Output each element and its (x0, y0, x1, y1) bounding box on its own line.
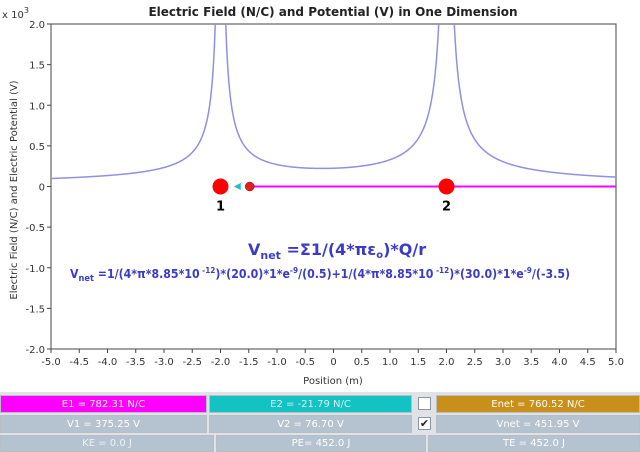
y-tick-label: 0.5 (29, 142, 45, 153)
y-tick-label: -0.5 (25, 223, 45, 234)
x-ticks: -5.0 -4.5 -4.0 -3.5 -3.0 -2.5 -2.0 -1.5 -1.0 -0.5… (41, 349, 624, 368)
plot-area: Electric Field (N/C) and Potential (V) i… (2, 5, 624, 387)
x-tick-label: -4.5 (69, 357, 89, 368)
control-panel: E1 = 782.31 N/C E2 = -21.79 N/C Enet = 7… (0, 392, 640, 452)
y-tick-label: 2.0 (29, 20, 45, 31)
pe-readout: PE= 452.0 J (216, 435, 426, 452)
y-ticks: 2.0 1.5 1.0 0.5 0 -0.5 -1.0 -1.5 -2.0 (25, 20, 51, 356)
x-tick-label: 0.5 (354, 357, 370, 368)
x-tick-label: 3.0 (495, 357, 511, 368)
specific-equation: Vnet =1/(4*π*8.85*10 -12)*(20.0)*1*e-9/(… (70, 266, 570, 284)
x-tick-label: 2.5 (467, 357, 483, 368)
enet-readout: Enet = 760.52 N/C (436, 395, 640, 413)
x-tick-label: 3.5 (523, 357, 539, 368)
x-tick-label: -3.5 (126, 357, 146, 368)
charge-1[interactable] (212, 178, 229, 195)
x-tick-label: 1.5 (410, 357, 426, 368)
v2-checkbox[interactable]: ✔ (418, 417, 431, 430)
charge-2[interactable] (438, 178, 455, 195)
y-tick-label: -1.0 (25, 264, 45, 275)
ke-readout: KE = 0.0 J (0, 435, 214, 452)
y-tick-label: 1.5 (29, 61, 45, 72)
x-axis-label: Position (m) (303, 376, 363, 387)
x-tick-label: 4.5 (580, 357, 596, 368)
y-tick-label: -1.5 (25, 304, 45, 315)
potential-curve (51, 24, 616, 180)
te-readout: TE = 452.0 J (428, 435, 640, 452)
y-axis-label: Electric Field (N/C) and Electric Potent… (9, 80, 20, 299)
x-tick-label: -5.0 (41, 357, 61, 368)
test-charge[interactable] (245, 181, 255, 192)
charge-2-label: 2 (442, 200, 451, 215)
x-tick-label: 5.0 (608, 357, 624, 368)
x-tick-label: -1.0 (267, 357, 287, 368)
chart-title: Electric Field (N/C) and Potential (V) i… (148, 5, 517, 19)
v2-readout: V2 = 76.70 V (209, 415, 412, 433)
v1-readout: V1 = 375.25 V (0, 415, 207, 433)
x-tick-label: 0 (330, 357, 336, 368)
x-tick-label: 4.0 (552, 357, 568, 368)
general-equation: Vnet =Σ1/(4*πεo)*Q/r (248, 240, 426, 262)
charge-1-label: 1 (216, 200, 225, 215)
x-tick-label: -4.0 (98, 357, 118, 368)
e2-checkbox[interactable] (418, 397, 431, 410)
x-tick-label: -0.5 (295, 357, 315, 368)
e1-readout: E1 = 782.31 N/C (0, 395, 207, 413)
y-tick-label: 1.0 (29, 101, 45, 112)
y-tick-label: 0 (39, 183, 45, 194)
x-tick-label: 1.0 (382, 357, 398, 368)
x-tick-label: -3.0 (154, 357, 174, 368)
x-tick-label: 2.0 (439, 357, 455, 368)
field-arrow-icon (233, 183, 241, 190)
e2-readout: E2 = -21.79 N/C (209, 395, 412, 413)
vnet-readout: Vnet = 451.95 V (436, 415, 640, 433)
y-tick-label: -2.0 (25, 345, 45, 356)
exponent-label: x 103 (2, 6, 29, 21)
x-tick-label: -2.0 (211, 357, 231, 368)
x-tick-label: -1.5 (239, 357, 259, 368)
x-tick-label: -2.5 (182, 357, 202, 368)
